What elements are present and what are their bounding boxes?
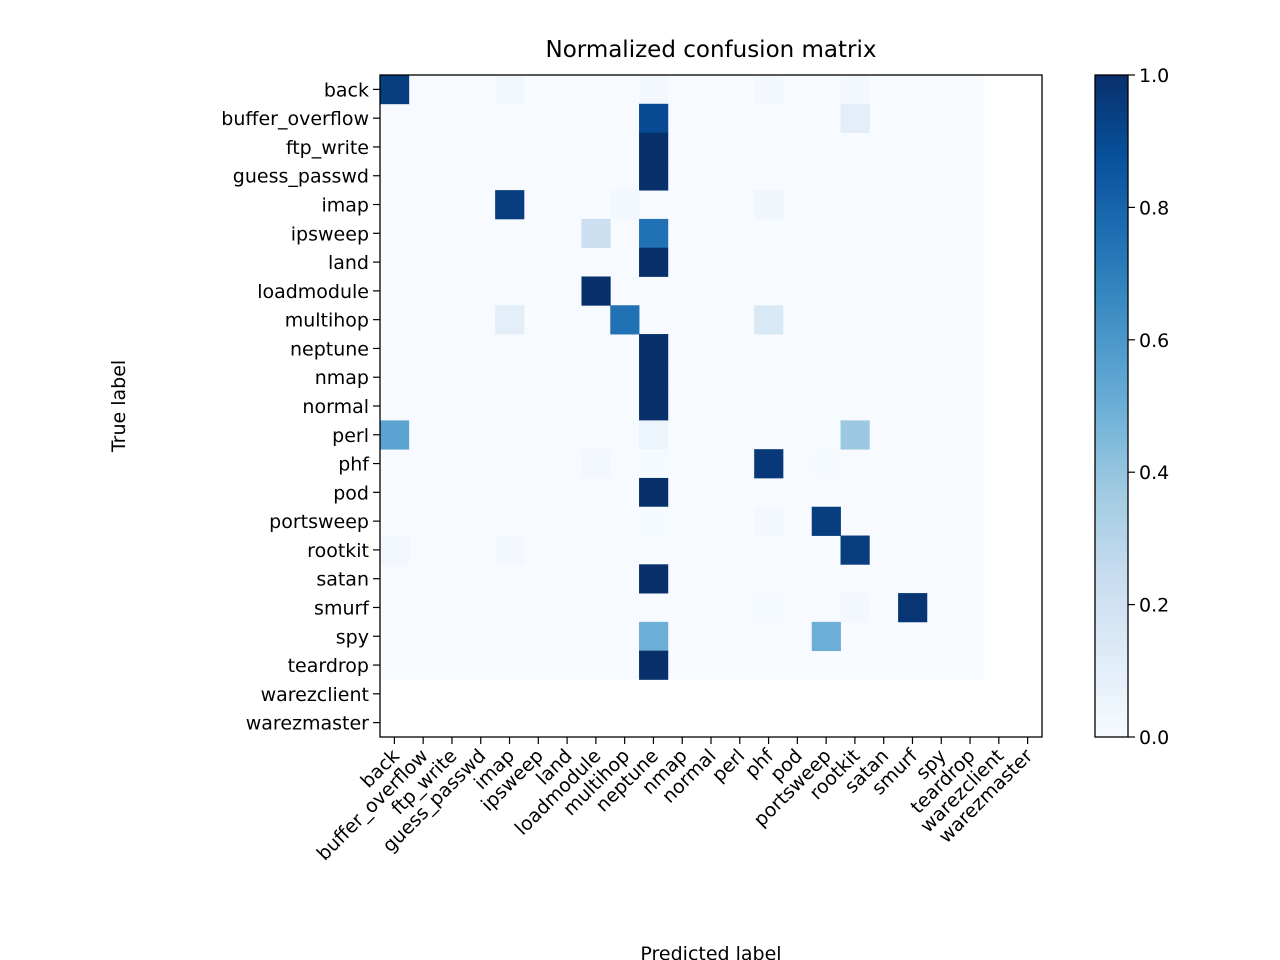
heatmap-cell (639, 334, 669, 364)
heatmap-cell (639, 247, 669, 277)
heatmap-cell (380, 535, 410, 565)
heatmap-cells (380, 75, 985, 680)
y-tick-label: satan (316, 569, 369, 591)
heatmap-cell (581, 276, 611, 306)
heatmap-cell (639, 420, 669, 450)
heatmap-cell (495, 75, 525, 105)
heatmap-background (380, 75, 985, 680)
heatmap-cell (639, 564, 669, 594)
heatmap-cell (840, 75, 870, 105)
colorbar-tick-label: 0.0 (1139, 727, 1169, 749)
heatmap-cell (610, 305, 640, 335)
y-tick-label: ipsweep (291, 223, 369, 245)
heatmap-cell (811, 506, 841, 536)
heatmap-cell (840, 593, 870, 623)
heatmap-cell (639, 218, 669, 249)
y-tick-label: rootkit (307, 540, 369, 562)
y-tick-label: ftp_write (286, 137, 369, 159)
y-tick-label: warezmaster (246, 713, 369, 735)
y-tick-label: phf (338, 454, 370, 476)
x-axis-ticks: backbuffer_overflowftp_writeguess_passwd… (313, 737, 1037, 865)
heatmap-cell (380, 75, 410, 105)
y-tick-label: smurf (314, 597, 370, 619)
y-axis-ticks: back buffer_overflow ftp_write guess_passwd… (221, 79, 380, 735)
heatmap-cell (639, 391, 669, 421)
y-tick-label: back (324, 79, 369, 101)
y-tick-label: land (328, 252, 369, 274)
y-tick-label: nmap (315, 367, 369, 389)
heatmap-cell (581, 449, 611, 479)
heatmap-cell (639, 161, 669, 191)
heatmap-cell (754, 190, 784, 220)
heatmap-cell (610, 190, 640, 220)
heatmap-cell (840, 103, 870, 133)
heatmap-cell (639, 621, 669, 652)
x-axis-label: Predicted label (640, 943, 781, 960)
colorbar-tick-label: 0.8 (1139, 197, 1169, 219)
heatmap-cell (639, 132, 669, 162)
heatmap-cell (639, 449, 669, 479)
heatmap-cell (754, 593, 784, 623)
heatmap-cell (495, 535, 525, 565)
heatmap-cell (898, 593, 928, 623)
heatmap-cell (639, 362, 669, 393)
y-tick-label: pod (333, 482, 369, 504)
y-tick-label: teardrop (288, 655, 369, 677)
y-tick-label: neptune (290, 338, 369, 360)
y-tick-label: multihop (285, 310, 369, 332)
heatmap-cell (639, 477, 669, 508)
heatmap-cell (581, 218, 611, 249)
y-tick-label: portsweep (269, 511, 369, 533)
colorbar-tick-label: 0.6 (1139, 330, 1169, 352)
heatmap-cell (495, 190, 525, 220)
chart-title: Normalized confusion matrix (545, 37, 876, 63)
y-tick-label: imap (322, 195, 370, 217)
y-tick-label: spy (336, 626, 369, 648)
heatmap-cell (840, 420, 870, 450)
y-tick-label: normal (302, 396, 369, 418)
heatmap-cell (754, 449, 784, 479)
heatmap-cell (495, 305, 525, 335)
colorbar-tick-label: 0.2 (1139, 595, 1169, 617)
y-tick-label: buffer_overflow (221, 108, 369, 130)
heatmap-cell (754, 305, 784, 335)
heatmap-cell (840, 535, 870, 565)
heatmap-cell (811, 621, 841, 652)
y-tick-label: perl (332, 425, 369, 447)
y-tick-label: loadmodule (257, 281, 369, 303)
heatmap-cell (811, 449, 841, 479)
colorbar-tick-label: 0.4 (1139, 462, 1169, 484)
heatmap-cell (754, 75, 784, 105)
colorbar (1094, 74, 1129, 738)
heatmap-cell (639, 506, 669, 536)
heatmap-cell (639, 75, 669, 105)
heatmap-cell (639, 650, 669, 680)
y-axis-label: True label (108, 360, 130, 453)
y-tick-label: warezclient (261, 684, 369, 706)
colorbar-ticks: 0.0 0.2 0.4 0.6 0.8 1.0 (1128, 65, 1169, 749)
heatmap-cell (380, 420, 410, 450)
heatmap-cell (754, 506, 784, 536)
colorbar-tick-label: 1.0 (1139, 65, 1169, 87)
heatmap-cell (639, 103, 669, 133)
y-tick-label: guess_passwd (233, 166, 369, 188)
